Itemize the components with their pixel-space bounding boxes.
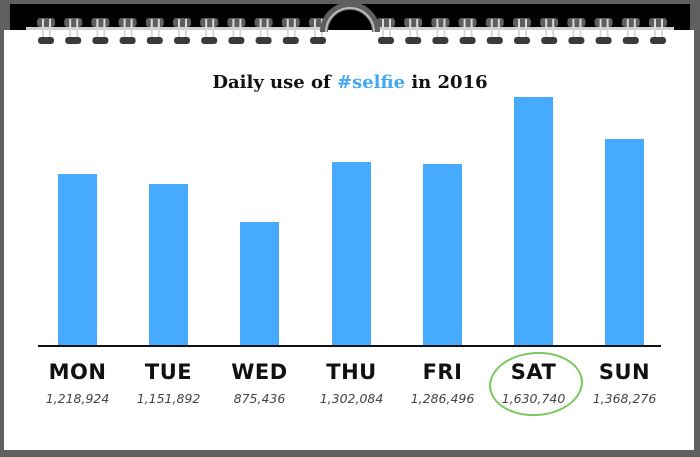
- day-label: FRI: [422, 360, 463, 384]
- value-label: 1,218,924: [45, 391, 110, 406]
- chart-title: Daily use of #selfie in 2016: [0, 72, 700, 93]
- day-label: MON: [48, 360, 107, 384]
- title-hashtag: #selfie: [337, 72, 406, 93]
- bar-thu: [332, 162, 371, 346]
- day-label: TUE: [144, 360, 193, 384]
- value-label: 1,286,496: [410, 391, 475, 406]
- title-text: Daily use of: [212, 72, 338, 93]
- day-label: SUN: [598, 360, 651, 384]
- day-label: WED: [231, 360, 288, 384]
- value-label: 1,630,740: [501, 391, 566, 406]
- bar-mon: [58, 174, 97, 346]
- value-label: 1,151,892: [136, 391, 201, 406]
- day-label: THU: [326, 360, 377, 384]
- value-label: 875,436: [233, 391, 286, 406]
- value-label: 1,302,084: [319, 391, 384, 406]
- x-axis-line: [38, 345, 661, 347]
- title-year: in 2016: [405, 72, 488, 93]
- day-label: SAT: [510, 360, 557, 384]
- spiral-binding-icon: [26, 18, 674, 44]
- bar-sat: [514, 97, 553, 346]
- bar-fri: [423, 164, 462, 346]
- hanger-loop-icon: [320, 2, 380, 33]
- bar-tue: [149, 184, 188, 346]
- value-label: 1,368,276: [592, 391, 657, 406]
- bar-wed: [240, 222, 279, 346]
- bar-sun: [605, 139, 644, 346]
